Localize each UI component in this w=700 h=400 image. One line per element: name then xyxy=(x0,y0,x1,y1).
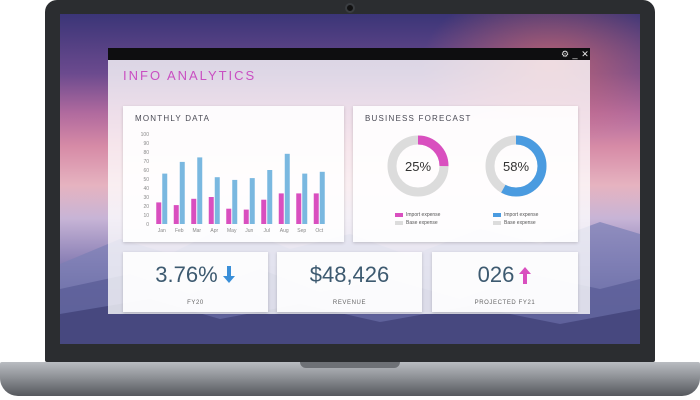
app-window: ⚙ _ ✕ INFO ANALYTICS MONTHLY DATA 100 90 8… xyxy=(108,48,590,314)
legend-swatch xyxy=(493,221,501,225)
y-tick-label: 40 xyxy=(143,186,149,192)
bar xyxy=(156,202,162,224)
legend-item: Import expense xyxy=(493,212,538,218)
stat-value: 3.76% xyxy=(123,262,268,288)
import-expense-donut-chart: 58% xyxy=(485,135,547,197)
laptop-lid: ⚙ _ ✕ INFO ANALYTICS MONTHLY DATA 100 90 8… xyxy=(45,0,655,362)
bar xyxy=(179,161,185,224)
bar xyxy=(243,209,249,224)
stat-value: $48,426 xyxy=(309,262,390,287)
legend-item: Base expense xyxy=(493,220,536,226)
bar xyxy=(249,178,255,224)
import-expense-donut-chart: 25% xyxy=(387,135,449,197)
bar xyxy=(278,193,284,224)
x-tick-label: Aug xyxy=(280,228,289,234)
x-tick-label: May xyxy=(227,228,237,234)
legend-label: Import expense xyxy=(406,212,441,218)
stat-caption: FY20 xyxy=(187,300,204,306)
legend-swatch xyxy=(395,221,403,225)
y-tick-label: 30 xyxy=(143,195,149,201)
stat-number: 026 xyxy=(477,262,515,287)
close-button[interactable]: ✕ xyxy=(581,49,589,59)
stat-caption: REVENUE xyxy=(332,300,367,306)
bar xyxy=(197,157,203,224)
lid-notch xyxy=(300,362,400,368)
y-tick-label: 50 xyxy=(143,177,149,183)
panel-title: MONTHLY DATA xyxy=(135,114,211,123)
business-forecast-panel: BUSINESS FORECAST 25% 58% Import expense… xyxy=(353,106,578,242)
bar xyxy=(173,205,179,224)
bar xyxy=(162,173,168,224)
legend-label: Base expense xyxy=(504,220,536,226)
legend-label: Import expense xyxy=(504,212,539,218)
webcam xyxy=(345,3,355,13)
bar xyxy=(214,177,220,224)
bar xyxy=(284,153,290,224)
legend-swatch xyxy=(395,213,403,217)
laptop-screen: ⚙ _ ✕ INFO ANALYTICS MONTHLY DATA 100 90 8… xyxy=(60,14,640,344)
donut-percent-label: 58% xyxy=(503,159,529,174)
y-tick-label: 90 xyxy=(143,141,149,147)
bar xyxy=(191,198,197,224)
bar xyxy=(296,193,302,224)
donut-slice xyxy=(387,135,449,197)
legend-item: Import expense xyxy=(395,212,440,218)
monthly-data-panel: MONTHLY DATA 100 90 80 70 60 50 40 30 20 10 0 Jan Fe… xyxy=(123,106,344,242)
donut-percent-label: 25% xyxy=(405,159,431,174)
x-tick-label: Mar xyxy=(192,228,201,234)
donut-slice xyxy=(485,135,547,197)
x-tick-label: Apr xyxy=(210,228,218,234)
stat-caption: PROJECTED FY21 xyxy=(474,300,536,306)
app-title: INFO ANALYTICS xyxy=(123,68,257,83)
x-tick-label: Jun xyxy=(245,228,253,234)
y-tick-label: 10 xyxy=(143,213,149,219)
minimize-button[interactable]: _ xyxy=(572,49,578,59)
arrow-up-icon xyxy=(519,267,532,284)
x-tick-label: Feb xyxy=(175,228,184,234)
x-tick-label: Jul xyxy=(264,228,270,234)
bar xyxy=(232,179,238,224)
arrow-down-icon xyxy=(222,266,235,283)
y-tick-label: 80 xyxy=(143,150,149,156)
x-tick-label: Oct xyxy=(315,228,323,234)
bar xyxy=(313,193,319,224)
bar xyxy=(226,208,232,224)
x-tick-label: Sep xyxy=(297,228,306,234)
bar xyxy=(319,171,325,224)
y-tick-label: 20 xyxy=(143,204,149,210)
bar xyxy=(267,170,273,224)
y-tick-label: 0 xyxy=(146,222,149,228)
y-tick-label: 70 xyxy=(143,159,149,165)
bar xyxy=(208,197,214,224)
stat-number: 3.76% xyxy=(155,262,218,287)
legend-swatch xyxy=(493,213,501,217)
x-tick-label: Jan xyxy=(158,228,166,234)
panel-title: BUSINESS FORECAST xyxy=(365,114,472,123)
y-tick-label: 100 xyxy=(141,132,150,138)
legend-item: Base expense xyxy=(395,220,438,226)
fy20-stat-card: 3.76% FY20 xyxy=(123,252,268,312)
bar xyxy=(261,199,267,224)
y-tick-label: 60 xyxy=(143,168,149,174)
legend-label: Base expense xyxy=(406,220,438,226)
stat-value: 026 xyxy=(432,262,578,288)
bar xyxy=(302,173,308,224)
settings-icon[interactable]: ⚙ xyxy=(560,49,570,59)
projected-fy21-stat-card: 026 PROJECTED FY21 xyxy=(432,252,578,312)
revenue-stat-card: $48,426 REVENUE xyxy=(277,252,422,312)
window-titlebar: ⚙ _ ✕ xyxy=(108,48,590,60)
